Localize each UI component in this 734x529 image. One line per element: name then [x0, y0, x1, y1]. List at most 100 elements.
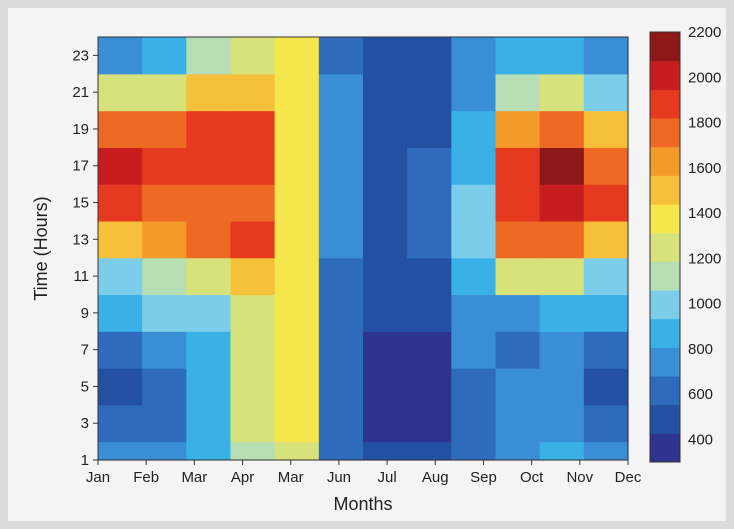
heatmap-cell	[539, 110, 585, 148]
heatmap-cell	[230, 73, 276, 112]
colorbar-tick-label: 800	[688, 341, 713, 358]
heatmap-cell	[451, 331, 497, 369]
y-tick-label: 1	[81, 452, 89, 469]
heatmap-cell	[274, 404, 320, 443]
heatmap-cell	[363, 404, 408, 443]
heatmap-cell	[583, 331, 629, 369]
heatmap-cell	[318, 147, 364, 185]
heatmap-cell	[407, 73, 452, 112]
colorbar-tick-label: 1600	[688, 160, 721, 177]
heatmap-cell	[142, 404, 187, 443]
colorbar-swatch	[650, 89, 680, 119]
heatmap-cell	[451, 37, 497, 75]
heatmap-cell	[363, 331, 408, 369]
heatmap-cell	[318, 331, 364, 369]
heatmap-cell	[186, 147, 232, 185]
colorbar-swatch	[650, 175, 680, 205]
heatmap-cell	[539, 220, 585, 259]
heatmap-cell	[230, 37, 276, 75]
heatmap-cell	[98, 257, 143, 296]
heatmap-cell	[186, 73, 232, 112]
heatmap-cell	[539, 184, 585, 222]
heatmap-cell	[230, 294, 276, 332]
heatmap-cell	[230, 368, 276, 406]
heatmap-cell	[495, 257, 541, 296]
heatmap-cell	[363, 37, 408, 75]
heatmap-cell	[583, 184, 629, 222]
heatmap-cell	[451, 257, 497, 296]
heatmap-cell	[495, 110, 541, 148]
heatmap-cell	[495, 73, 541, 112]
heatmap-cell	[318, 184, 364, 222]
heatmap-cell	[98, 147, 143, 185]
colorbar-tick-label: 1800	[688, 115, 721, 132]
heatmap-cell	[98, 331, 143, 369]
heatmap-cell	[407, 184, 452, 222]
x-tick-label: Feb	[133, 469, 159, 486]
heatmap-cell	[98, 37, 143, 75]
y-tick-label: 17	[72, 158, 89, 175]
heatmap-cell	[363, 441, 408, 461]
heatmap-cell	[495, 37, 541, 75]
colorbar-swatch	[650, 32, 680, 62]
x-axis: Jan Feb Mar Apr Mar Jun Jul Aug Sep Oct Nov Dec	[86, 460, 642, 486]
y-tick-label: 15	[72, 195, 89, 212]
heatmap-cell	[98, 404, 143, 443]
heatmap-cell	[98, 294, 143, 332]
heatmap-cell	[407, 220, 452, 259]
heatmap-cell	[495, 294, 541, 332]
heatmap-cells	[98, 37, 629, 461]
heatmap-cell	[142, 73, 187, 112]
heatmap-cell	[363, 257, 408, 296]
colorbar-swatch	[650, 290, 680, 320]
heatmap-cell	[98, 110, 143, 148]
colorbar-swatch	[650, 60, 680, 90]
heatmap-cell	[583, 441, 629, 461]
heatmap-cell	[451, 147, 497, 185]
colorbar-tick-label: 400	[688, 431, 713, 448]
heatmap-cell	[186, 441, 232, 461]
heatmap-cell	[495, 404, 541, 443]
colorbar-swatch	[650, 118, 680, 148]
heatmap-cell	[186, 294, 232, 332]
x-tick-label: Jul	[377, 469, 396, 486]
heatmap-cell	[363, 73, 408, 112]
heatmap-cell	[495, 441, 541, 461]
heatmap-cell	[539, 73, 585, 112]
heatmap-cell	[583, 147, 629, 185]
y-axis-label: Time (Hours)	[31, 196, 51, 300]
y-tick-label: 21	[72, 84, 89, 101]
heatmap-cell	[274, 331, 320, 369]
heatmap-cell	[186, 368, 232, 406]
heatmap-cell	[407, 37, 452, 75]
heatmap-cell	[230, 110, 276, 148]
heatmap-cell	[274, 257, 320, 296]
heatmap-cell	[142, 110, 187, 148]
colorbar-swatch	[650, 146, 680, 176]
heatmap-cell	[230, 184, 276, 222]
heatmap-cell	[274, 441, 320, 461]
heatmap-cell	[230, 331, 276, 369]
heatmap-cell	[363, 110, 408, 148]
colorbar-swatch	[650, 232, 680, 262]
colorbar-swatch	[650, 318, 680, 348]
heatmap-cell	[451, 404, 497, 443]
heatmap-cell	[186, 184, 232, 222]
heatmap-cell	[98, 184, 143, 222]
heatmap-cell	[495, 368, 541, 406]
colorbar-tick-label: 600	[688, 386, 713, 403]
heatmap-cell	[142, 184, 187, 222]
heatmap-cell	[274, 147, 320, 185]
heatmap-cell	[142, 257, 187, 296]
heatmap-cell	[407, 257, 452, 296]
heatmap-cell	[142, 441, 187, 461]
heatmap-cell	[495, 331, 541, 369]
y-tick-label: 5	[81, 378, 89, 395]
heatmap-cell	[186, 257, 232, 296]
heatmap-cell	[539, 441, 585, 461]
heatmap-cell	[318, 294, 364, 332]
heatmap-cell	[274, 220, 320, 259]
colorbar-tick-label: 1000	[688, 296, 721, 313]
heatmap-cell	[274, 73, 320, 112]
